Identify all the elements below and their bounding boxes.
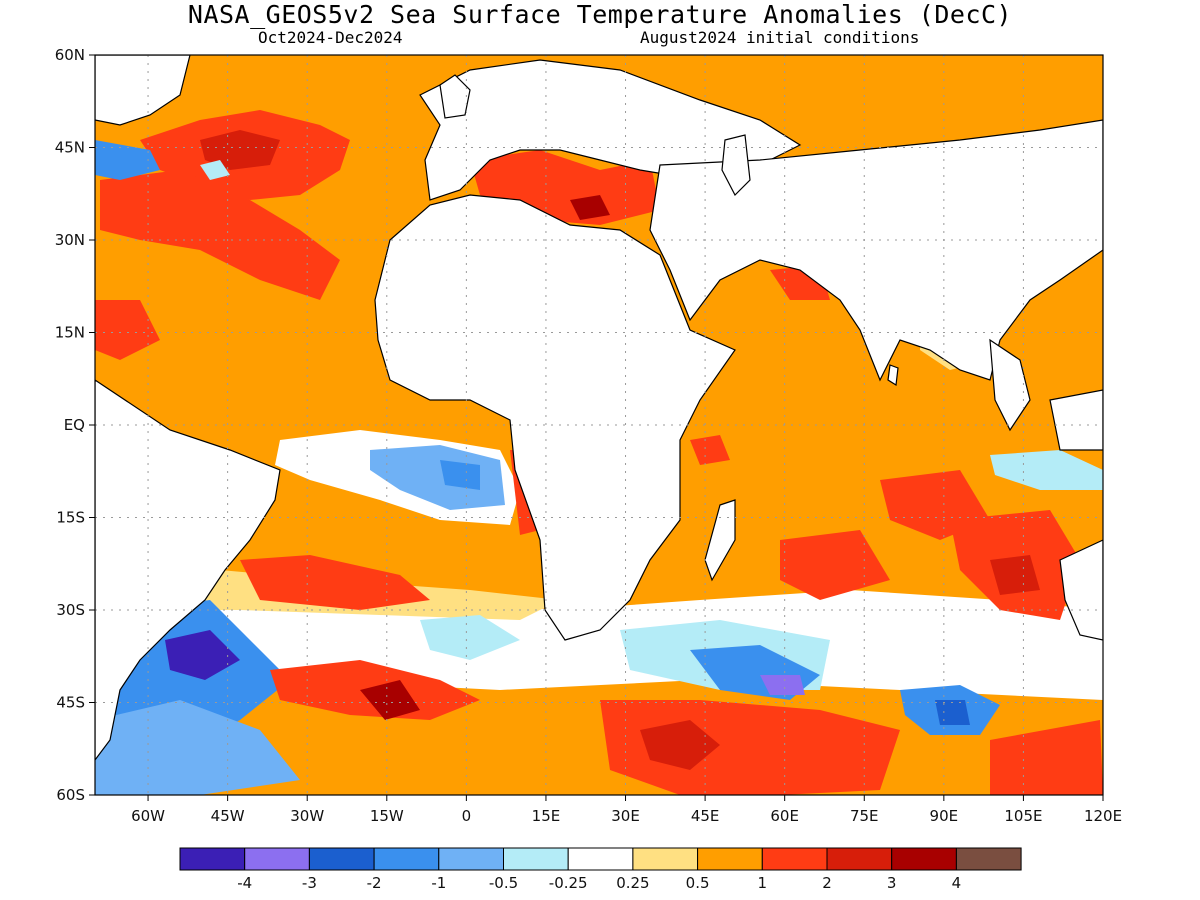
land-masses bbox=[95, 55, 1103, 761]
legend-label: -1 bbox=[431, 874, 446, 892]
legend-label: -0.5 bbox=[489, 874, 518, 892]
legend-label: 0.25 bbox=[616, 874, 649, 892]
legend-label: 4 bbox=[952, 874, 962, 892]
lat-tick-label: 45S bbox=[56, 694, 85, 712]
asia-landmass bbox=[649, 119, 1103, 382]
legend-label: 0.5 bbox=[686, 874, 710, 892]
equatorial-cool-tongue bbox=[370, 445, 505, 510]
lon-tick-label: 120E bbox=[1084, 807, 1122, 825]
map-title: NASA_GEOS5v2 Sea Surface Temperature Ano… bbox=[187, 0, 1013, 29]
lon-tick-label: 60E bbox=[770, 807, 799, 825]
gulf-of-maine-cool bbox=[95, 140, 160, 180]
legend-swatch bbox=[179, 847, 246, 871]
legend-swatch bbox=[761, 847, 828, 871]
legend-swatch bbox=[308, 847, 375, 871]
south-america-landmass bbox=[95, 379, 281, 761]
borneo bbox=[1049, 389, 1103, 451]
caribbean-warm bbox=[95, 300, 160, 360]
lon-tick-label: 15W bbox=[370, 807, 404, 825]
australia-landmass bbox=[1059, 539, 1103, 641]
legend-swatch bbox=[373, 847, 440, 871]
lon-tick-label: 75E bbox=[850, 807, 879, 825]
legend-swatch bbox=[955, 847, 1022, 871]
malay-peninsula bbox=[989, 338, 1031, 432]
agulhas-cold-spot bbox=[760, 675, 805, 695]
lon-tick-label: 45E bbox=[691, 807, 720, 825]
lon-tick-label: 60W bbox=[131, 807, 165, 825]
madagascar bbox=[704, 499, 736, 582]
legend-swatch bbox=[503, 847, 569, 871]
legend-label: -4 bbox=[237, 874, 252, 892]
sri-lanka bbox=[887, 364, 899, 387]
legend-swatch bbox=[567, 847, 634, 871]
lat-tick-label: 15S bbox=[56, 509, 85, 527]
lat-tick-label: EQ bbox=[64, 416, 85, 434]
legend-swatch bbox=[891, 847, 957, 871]
lat-tick-label: 60S bbox=[56, 786, 85, 804]
mediterranean-hot-core bbox=[570, 195, 610, 220]
brazil-malvinas-cold-core bbox=[165, 630, 240, 680]
lat-tick-label: 30S bbox=[56, 601, 85, 619]
south-atlantic-warm-patch bbox=[240, 555, 430, 610]
legend-swatch bbox=[438, 847, 504, 871]
longitude-tick-labels: 60W 45W 30W 15W 0 15E 30E 45E 60E 75E 90E 105E 120E bbox=[131, 795, 1122, 825]
small-cool-eddy bbox=[200, 160, 230, 180]
south-indian-cold-core bbox=[935, 700, 970, 725]
legend-label: -0.25 bbox=[549, 874, 588, 892]
legend-swatch bbox=[697, 847, 763, 871]
central-indian-warm bbox=[880, 470, 990, 540]
legend-swatch bbox=[244, 847, 310, 871]
color-legend-labels: -4 -3 -2 -1 -0.5 -0.25 0.25 0.5 1 2 3 4 bbox=[237, 874, 961, 892]
africa-landmass bbox=[374, 194, 736, 641]
cool-eddy-1 bbox=[420, 615, 520, 660]
lat-tick-label: 45N bbox=[55, 139, 85, 157]
south-indian-hot-core bbox=[640, 720, 720, 770]
lat-tick-label: 60N bbox=[55, 46, 85, 64]
legend-swatch bbox=[826, 847, 893, 871]
latitude-tick-labels: 60N 45N 30N 15N EQ 15S 30S 45S 60S bbox=[55, 46, 95, 804]
subtropical-atlantic-warm bbox=[100, 170, 340, 300]
south-china-sea-warm bbox=[1040, 280, 1103, 360]
lon-tick-label: 0 bbox=[462, 807, 472, 825]
southwest-atlantic-cool bbox=[95, 700, 300, 795]
british-isles bbox=[439, 74, 471, 119]
lat-tick-label: 15N bbox=[55, 324, 85, 342]
lon-tick-label: 30E bbox=[611, 807, 640, 825]
legend-label: -2 bbox=[367, 874, 382, 892]
forecast-period: Oct2024-Dec2024 bbox=[258, 28, 403, 47]
somali-warm-spot bbox=[690, 435, 730, 465]
color-legend bbox=[179, 847, 1022, 871]
madagascar-east-warm bbox=[780, 530, 890, 600]
legend-label: 3 bbox=[887, 874, 897, 892]
graticule bbox=[95, 55, 1103, 795]
lon-tick-label: 105E bbox=[1004, 807, 1042, 825]
south-atlantic-hot-spot bbox=[360, 680, 420, 720]
lon-tick-label: 45W bbox=[211, 807, 245, 825]
lon-tick-label: 15E bbox=[532, 807, 561, 825]
indonesia-cool bbox=[990, 450, 1103, 490]
lon-tick-label: 30W bbox=[290, 807, 324, 825]
west-australia-hot-core bbox=[990, 555, 1040, 595]
equatorial-cool-core bbox=[440, 460, 480, 490]
caspian-sea bbox=[721, 134, 751, 197]
southeast-indian-warm bbox=[990, 720, 1103, 795]
legend-label: 2 bbox=[822, 874, 832, 892]
legend-label: 1 bbox=[758, 874, 768, 892]
lon-tick-label: 90E bbox=[930, 807, 959, 825]
north-america-landmass bbox=[95, 55, 191, 126]
lat-tick-label: 30N bbox=[55, 231, 85, 249]
legend-swatch bbox=[632, 847, 699, 871]
initial-conditions: August2024 initial conditions bbox=[640, 28, 920, 47]
legend-label: -3 bbox=[302, 874, 317, 892]
